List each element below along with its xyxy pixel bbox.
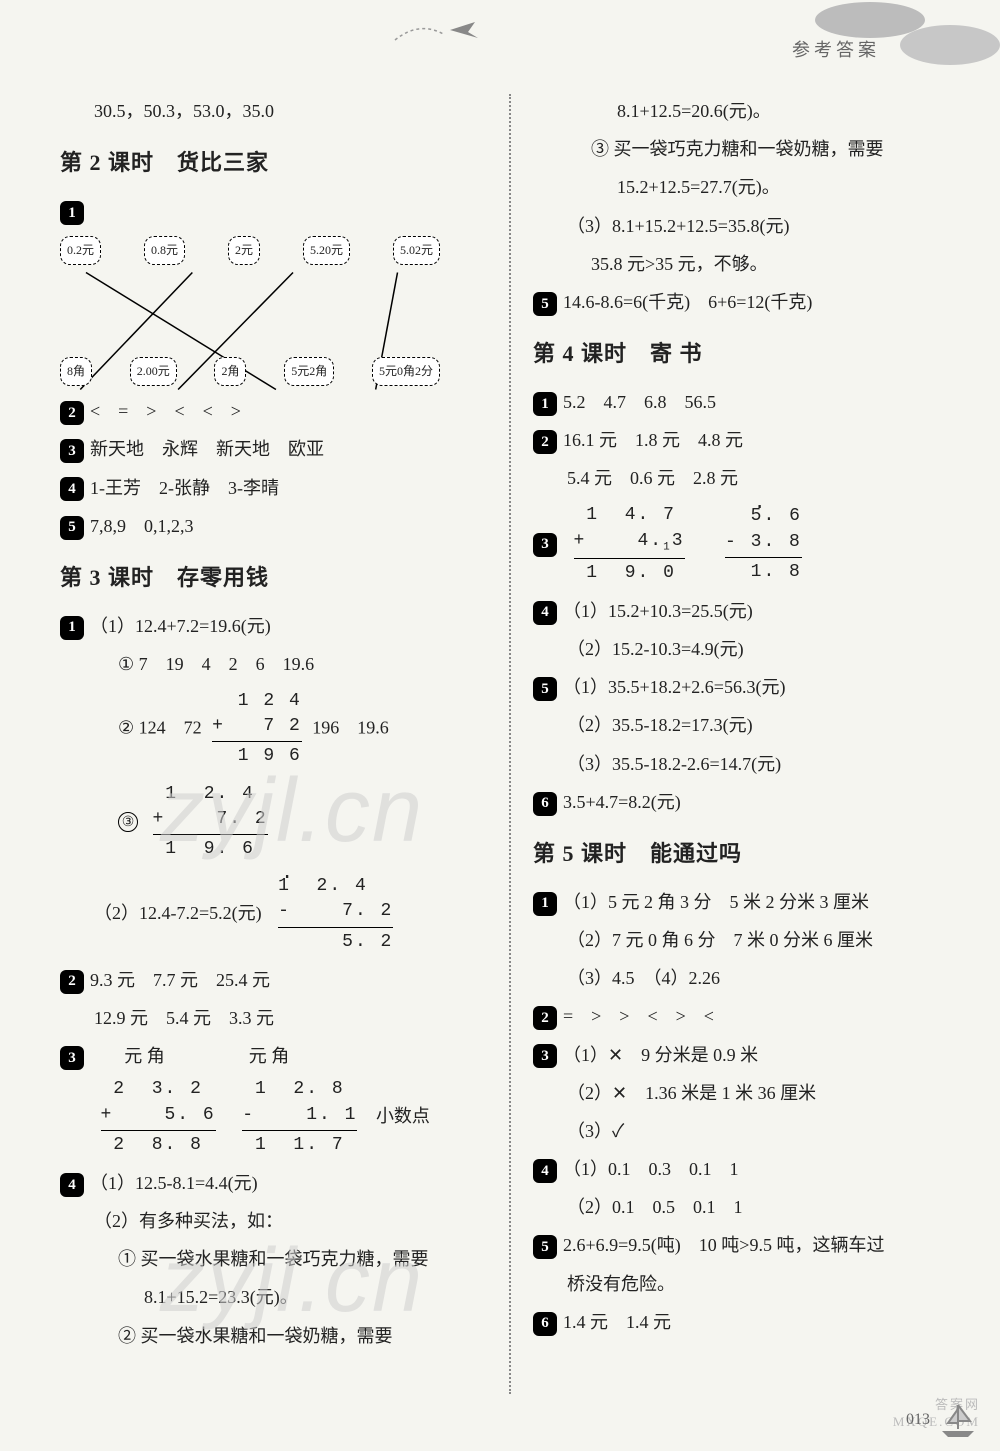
q3-4-2b: ② 买一袋水果糖和一袋奶糖，需要	[60, 1319, 487, 1353]
cont3b: 35.8 元>35 元，不够。	[533, 247, 960, 281]
q2-4: 41-王芳 2-张静 3-李晴	[60, 471, 487, 505]
s4-q3: 3 1 4. 7 + 4.13 1 9. 0 5. 6 - 3. 8 1. 8	[533, 499, 960, 589]
cont2: ③ 买一袋巧克力糖和一袋奶糖，需要	[533, 132, 960, 166]
s5-q3-2: （2）✕ 1.36 米是 1 米 36 厘米	[533, 1076, 960, 1110]
q3-4-2: （2）有多种买法，如：	[60, 1204, 487, 1238]
matching-diagram: 0.2元0.8元2元5.20元5.02元 8角2.00元2角5元2角5元0角2分	[60, 236, 440, 386]
right-column: 8.1+12.5=20.6(元)。 ③ 买一袋巧克力糖和一袋奶糖，需要 15.2…	[511, 90, 960, 1410]
cont3: （3）8.1+15.2+12.5=35.8(元)	[533, 209, 960, 243]
match-bottom-item: 2角	[214, 357, 246, 386]
q3-1-2b-row: （2）12.4-7.2=5.2(元) 1 2. 4 - 7. 2 5. 2	[60, 870, 487, 959]
page-root: 参考答案 30.5，50.3，53.0，35.0 第 2 课时 货比三家 1 0…	[0, 0, 1000, 1451]
page-number: 013	[906, 1411, 930, 1429]
s4-q5-3: （3）35.5-18.2-2.6=14.7(元)	[533, 747, 960, 781]
q2-5: 57,8,9 0,1,2,3	[60, 509, 487, 543]
s5-q3-3: （3）✓	[533, 1114, 960, 1148]
section-5-title: 第 5 课时 能通过吗	[533, 833, 960, 875]
match-bottom-item: 8角	[60, 357, 92, 386]
s5-q5b: 桥没有危险。	[533, 1267, 960, 1301]
match-bottom-item: 5元0角2分	[372, 357, 440, 386]
vmath-a: 1 2 4 + 7 2 1 9 6	[212, 689, 302, 770]
bullet-1: 1	[60, 201, 84, 225]
vmath-b: 1 2. 4 + 7. 2 1 9. 6	[153, 782, 268, 863]
match-bottom-item: 2.00元	[130, 357, 177, 386]
vmath-d: 2 3. 2 + 5. 6 2 8. 8	[101, 1077, 216, 1158]
content-columns: 30.5，50.3，53.0，35.0 第 2 课时 货比三家 1 0.2元0.…	[60, 90, 960, 1410]
s5-q4-2: （2）0.1 0.5 0.1 1	[533, 1190, 960, 1224]
s5-q1-2: （2）7 元 0 角 6 分 7 米 0 分米 6 厘米	[533, 923, 960, 957]
cont2-eq: 15.2+12.5=27.7(元)。	[533, 170, 960, 204]
header-label: 参考答案	[792, 36, 880, 62]
q3-1-2-row: ② 124 72 1 2 4 + 7 2 1 9 6 196 19.6	[60, 685, 487, 774]
q3-4-2a-eq: 8.1+15.2=23.3(元)。	[60, 1280, 487, 1314]
left-column: 30.5，50.3，53.0，35.0 第 2 课时 货比三家 1 0.2元0.…	[60, 90, 509, 1410]
q3-3: 3 元 角 元 角 2 3. 2 + 5. 6 2 8. 8 1 2. 8 - …	[60, 1039, 487, 1162]
pre-line: 30.5，50.3，53.0，35.0	[60, 94, 487, 128]
q3-2b: 12.9 元 5.4 元 3.3 元	[60, 1001, 487, 1035]
s4-q2b: 5.4 元 0.6 元 2.8 元	[533, 461, 960, 495]
boat-icon	[936, 1397, 980, 1441]
vmath-c: 1 2. 4 - 7. 2 5. 2	[278, 874, 393, 955]
section-4-title: 第 4 课时 寄 书	[533, 333, 960, 375]
s5-q1-3: （3）4.5 （4）2.26	[533, 961, 960, 995]
q3-4-2a: ① 买一袋水果糖和一袋巧克力糖，需要	[60, 1242, 487, 1276]
vmath-f: 1 4. 7 + 4.13 1 9. 0	[574, 503, 685, 585]
vmath-g: 5. 6 - 3. 8 1. 8	[725, 504, 802, 585]
match-bottom-item: 5元2角	[284, 357, 334, 386]
vmath-e: 1 2. 8 - 1. 1 1 1. 7	[242, 1077, 357, 1158]
section-2-title: 第 2 课时 货比三家	[60, 142, 487, 184]
s4-q4-2: （2）15.2-10.3=4.9(元)	[533, 632, 960, 666]
cont1: 8.1+12.5=20.6(元)。	[533, 94, 960, 128]
q3-1-1a: ① 7 19 4 2 6 19.6	[60, 647, 487, 681]
vmath-b-wrap: ③ 1 2. 4 + 7. 2 1 9. 6	[60, 778, 487, 867]
q2-3: 3新天地 永辉 新天地 欧亚	[60, 432, 487, 466]
plane-icon	[390, 10, 510, 50]
s4-q5-2: （2）35.5-18.2=17.3(元)	[533, 708, 960, 742]
section-3-title: 第 3 课时 存零用钱	[60, 557, 487, 599]
